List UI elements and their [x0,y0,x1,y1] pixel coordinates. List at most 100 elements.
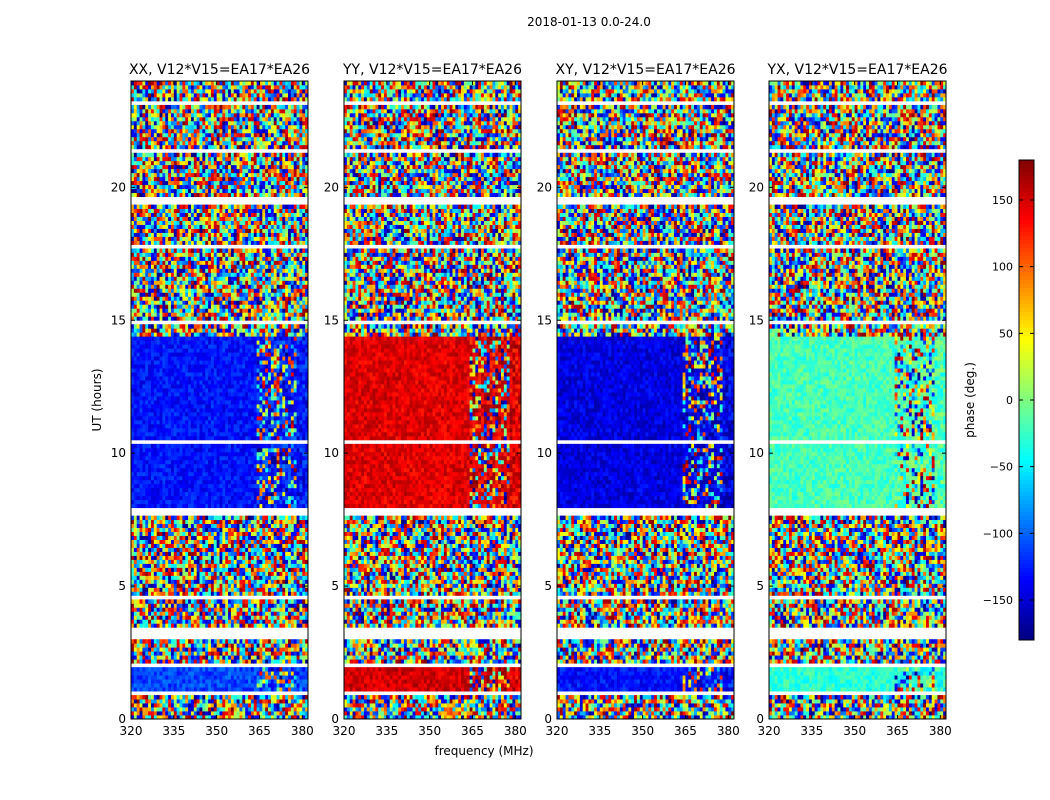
heatmap-cell [225,396,228,400]
heatmap-cell [188,388,191,392]
heatmap-cell [202,579,205,583]
heatmap-cell [174,695,177,699]
heatmap-cell [168,623,171,627]
heatmap-cell [205,528,208,532]
heatmap-cell [254,571,257,575]
heatmap-cell [245,376,248,380]
heatmap-cell [239,615,242,619]
heatmap-cell [265,476,268,480]
heatmap-cell [185,711,188,715]
heatmap-cell [194,540,197,544]
heatmap-cell [297,476,300,480]
heatmap-cell [254,368,257,372]
heatmap-cell [237,548,240,552]
heatmap-cell [288,560,291,564]
heatmap-cell [148,552,151,556]
heatmap-cell [142,583,145,587]
heatmap-cell [271,484,274,488]
heatmap-cell [228,591,231,595]
heatmap-cell [140,444,143,448]
heatmap-cell [154,388,157,392]
heatmap-cell [277,683,280,687]
heatmap-cell [140,412,143,416]
heatmap-cell [162,392,165,396]
heatmap-cell [288,476,291,480]
heatmap-cell [140,448,143,452]
heatmap-cell [274,528,277,532]
heatmap-cell [194,575,197,579]
heatmap-cell [168,456,171,460]
heatmap-cell [211,639,214,643]
heatmap-cell [242,611,245,615]
heatmap-cell [291,448,294,452]
heatmap-cell [288,623,291,627]
heatmap-cell [180,460,183,464]
heatmap-cell [171,536,174,540]
heatmap-cell [168,520,171,524]
heatmap-cell [191,532,194,536]
heatmap-cell [182,619,185,623]
heatmap-cell [160,639,163,643]
heatmap-cell [202,396,205,400]
heatmap-cell [214,464,217,468]
heatmap-cell [234,703,237,707]
heatmap-cell [197,583,200,587]
heatmap-cell [154,360,157,364]
heatmap-cell [188,456,191,460]
heatmap-cell [171,619,174,623]
heatmap-cell [254,412,257,416]
heatmap-cell [185,488,188,492]
heatmap-cell [200,524,203,528]
heatmap-cell [208,460,211,464]
heatmap-cell [214,516,217,520]
heatmap-cell [228,579,231,583]
heatmap-cell [151,687,154,691]
heatmap-cell [228,412,231,416]
heatmap-cell [231,667,234,671]
heatmap-cell [277,428,280,432]
heatmap-cell [265,480,268,484]
heatmap-cell [194,524,197,528]
heatmap-cell [237,540,240,544]
heatmap-cell [231,679,234,683]
heatmap-cell [165,464,168,468]
heatmap-cell [285,476,288,480]
heatmap-cell [259,711,262,715]
heatmap-cell [271,532,274,536]
heatmap-cell [257,396,260,400]
heatmap-cell [208,536,211,540]
heatmap-cell [251,647,254,651]
heatmap-cell [174,711,177,715]
heatmap-cell [254,372,257,376]
heatmap-cell [197,444,200,448]
heatmap-cell [279,428,282,432]
heatmap-cell [191,404,194,408]
heatmap-cell [154,408,157,412]
heatmap-cell [188,432,191,436]
heatmap-cell [214,504,217,508]
heatmap-cell [282,647,285,651]
heatmap-cell [142,699,145,703]
heatmap-cell [277,392,280,396]
heatmap-cell [237,603,240,607]
heatmap-cell [151,448,154,452]
heatmap-cell [134,416,137,420]
heatmap-cell [188,675,191,679]
heatmap-cell [225,368,228,372]
heatmap-cell [197,591,200,595]
heatmap-cell [160,496,163,500]
heatmap-cell [211,643,214,647]
heatmap-cell [140,707,143,711]
heatmap-cell [197,639,200,643]
heatmap-cell [274,492,277,496]
heatmap-cell [259,476,262,480]
heatmap-cell [165,504,168,508]
heatmap-cell [251,583,254,587]
heatmap-cell [157,583,160,587]
heatmap-cell [197,571,200,575]
heatmap-cell [259,388,262,392]
heatmap-cell [251,384,254,388]
heatmap-cell [291,528,294,532]
heatmap-cell [239,448,242,452]
heatmap-cell [188,496,191,500]
